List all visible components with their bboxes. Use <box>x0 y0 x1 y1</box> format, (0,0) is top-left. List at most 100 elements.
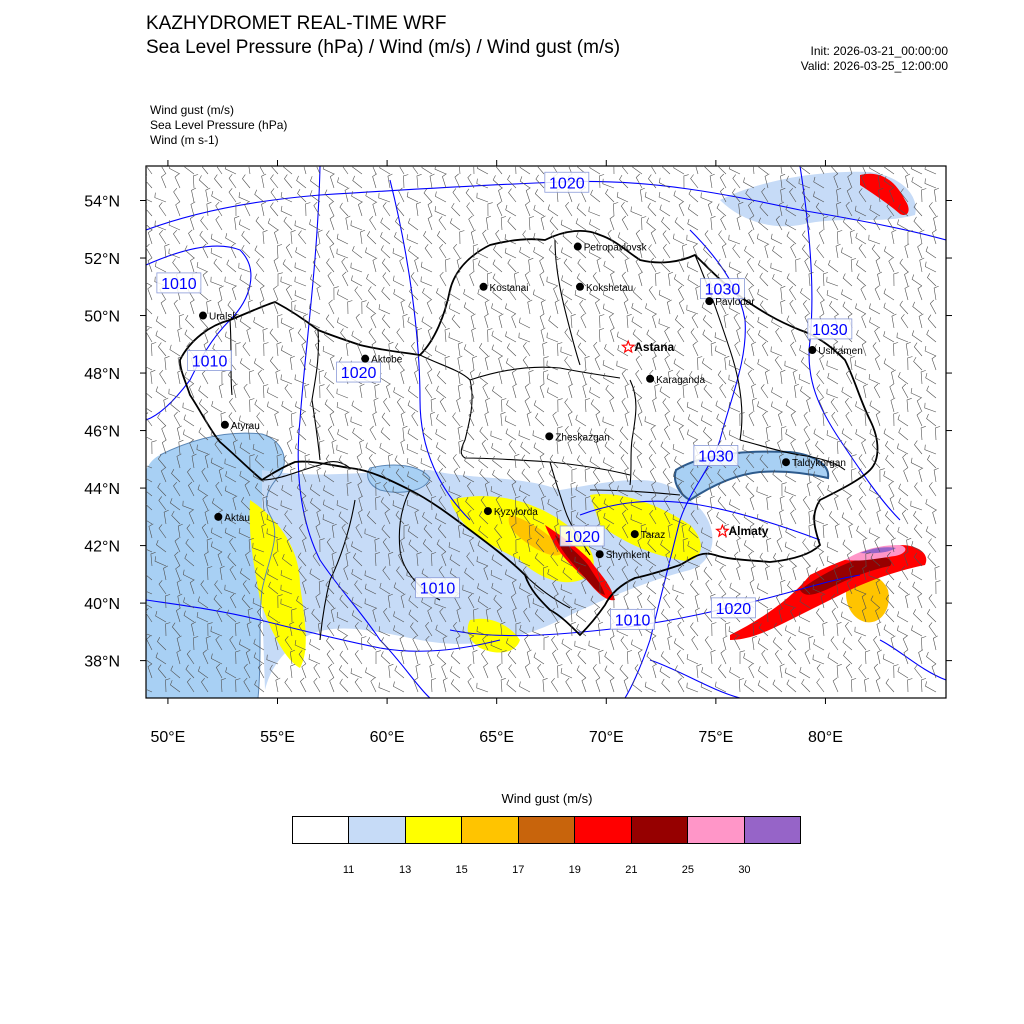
wind-barb <box>387 173 393 189</box>
wind-barb <box>273 285 279 301</box>
wind-barb <box>477 596 489 609</box>
city-label: Atyrau <box>231 421 260 432</box>
wind-barb <box>510 593 517 609</box>
wind-barb <box>492 469 503 483</box>
wind-barb <box>351 569 363 581</box>
wind-barb <box>407 400 419 413</box>
wind-barb <box>786 273 797 287</box>
wind-barb <box>393 289 405 301</box>
wind-barb <box>422 427 433 441</box>
wind-barb <box>801 678 811 693</box>
wind-barb <box>609 313 615 329</box>
wind-barb <box>169 344 181 357</box>
wind-barb <box>904 271 909 287</box>
wind-barb <box>201 369 209 385</box>
wind-barb <box>387 453 393 469</box>
wind-barb <box>204 509 210 525</box>
wind-barb <box>249 398 255 413</box>
wind-barb <box>423 188 433 203</box>
wind-barb <box>779 509 785 525</box>
wind-barb <box>650 425 657 441</box>
wind-barb <box>157 412 167 427</box>
wind-barb <box>790 439 797 455</box>
wind-barb <box>519 247 531 259</box>
wind-barb <box>674 665 685 679</box>
wind-barb <box>854 373 867 385</box>
wind-barb <box>564 328 573 343</box>
wind-barb <box>842 217 853 231</box>
wind-barb <box>218 467 224 483</box>
wind-barb <box>232 383 238 399</box>
wind-barb <box>455 271 461 287</box>
wind-barb <box>500 216 507 231</box>
wind-barb <box>202 495 209 511</box>
wind-barb <box>744 245 755 259</box>
wind-barb <box>495 166 503 175</box>
wind-barb <box>858 188 867 203</box>
wind-barb <box>498 187 503 203</box>
wind-barb <box>177 523 183 539</box>
wind-barb <box>855 232 867 245</box>
wind-barb <box>700 541 713 553</box>
wind-barb <box>336 388 349 399</box>
wind-barb <box>229 538 237 553</box>
wind-barb <box>765 439 771 455</box>
wind-barb <box>887 215 895 231</box>
wind-barb <box>658 191 671 203</box>
wind-barb <box>155 330 167 343</box>
wind-barb <box>456 495 462 511</box>
wind-barb <box>742 444 755 455</box>
wind-barb <box>744 469 755 483</box>
wind-barb <box>414 257 420 273</box>
wind-barb <box>565 677 573 693</box>
wind-barb <box>380 231 391 245</box>
wind-barb <box>582 383 588 399</box>
wind-barb <box>425 622 433 637</box>
wind-barb <box>353 553 363 567</box>
wind-barb <box>229 398 237 413</box>
wind-barb <box>869 166 881 175</box>
wind-barb <box>927 314 937 329</box>
wind-barb <box>703 245 713 259</box>
wind-barb <box>659 386 671 399</box>
wind-barb <box>644 416 657 427</box>
aral-sea <box>367 464 431 493</box>
wind-barb <box>463 302 475 315</box>
wind-barb <box>368 454 377 469</box>
wind-barb <box>690 510 699 525</box>
wind-barb <box>224 584 237 595</box>
wind-barb <box>792 369 798 385</box>
wind-barb <box>155 316 167 329</box>
wind-barb <box>422 287 433 301</box>
caspian-sea-gust-area <box>146 433 285 698</box>
wind-barb <box>913 356 923 371</box>
wind-barb <box>201 166 209 175</box>
wind-barb <box>295 443 307 455</box>
wind-barb <box>771 387 783 399</box>
wind-barb <box>345 341 352 357</box>
wind-barb <box>619 441 629 455</box>
wind-barb <box>602 289 615 301</box>
wind-barb <box>758 329 769 343</box>
city-label: Taldykorgan <box>792 458 846 469</box>
wind-barb <box>246 621 252 637</box>
wind-barb <box>736 327 742 343</box>
wind-barb <box>570 622 576 637</box>
wind-barb <box>729 303 741 315</box>
wind-barb <box>524 383 531 399</box>
wind-barb <box>211 401 223 413</box>
wind-barb <box>211 191 223 203</box>
wind-barb <box>316 285 322 301</box>
isobar-label-box <box>336 361 382 383</box>
wind-barb <box>156 539 167 553</box>
wind-barb <box>379 582 391 595</box>
wind-barb <box>146 436 153 441</box>
wind-barb <box>369 425 377 441</box>
wind-barb <box>185 315 195 329</box>
wind-barb <box>496 607 503 623</box>
wind-barb <box>168 388 181 399</box>
wind-barb <box>182 402 195 413</box>
wind-barb <box>515 538 521 553</box>
wind-barb <box>846 551 853 567</box>
wind-barb <box>888 257 895 273</box>
